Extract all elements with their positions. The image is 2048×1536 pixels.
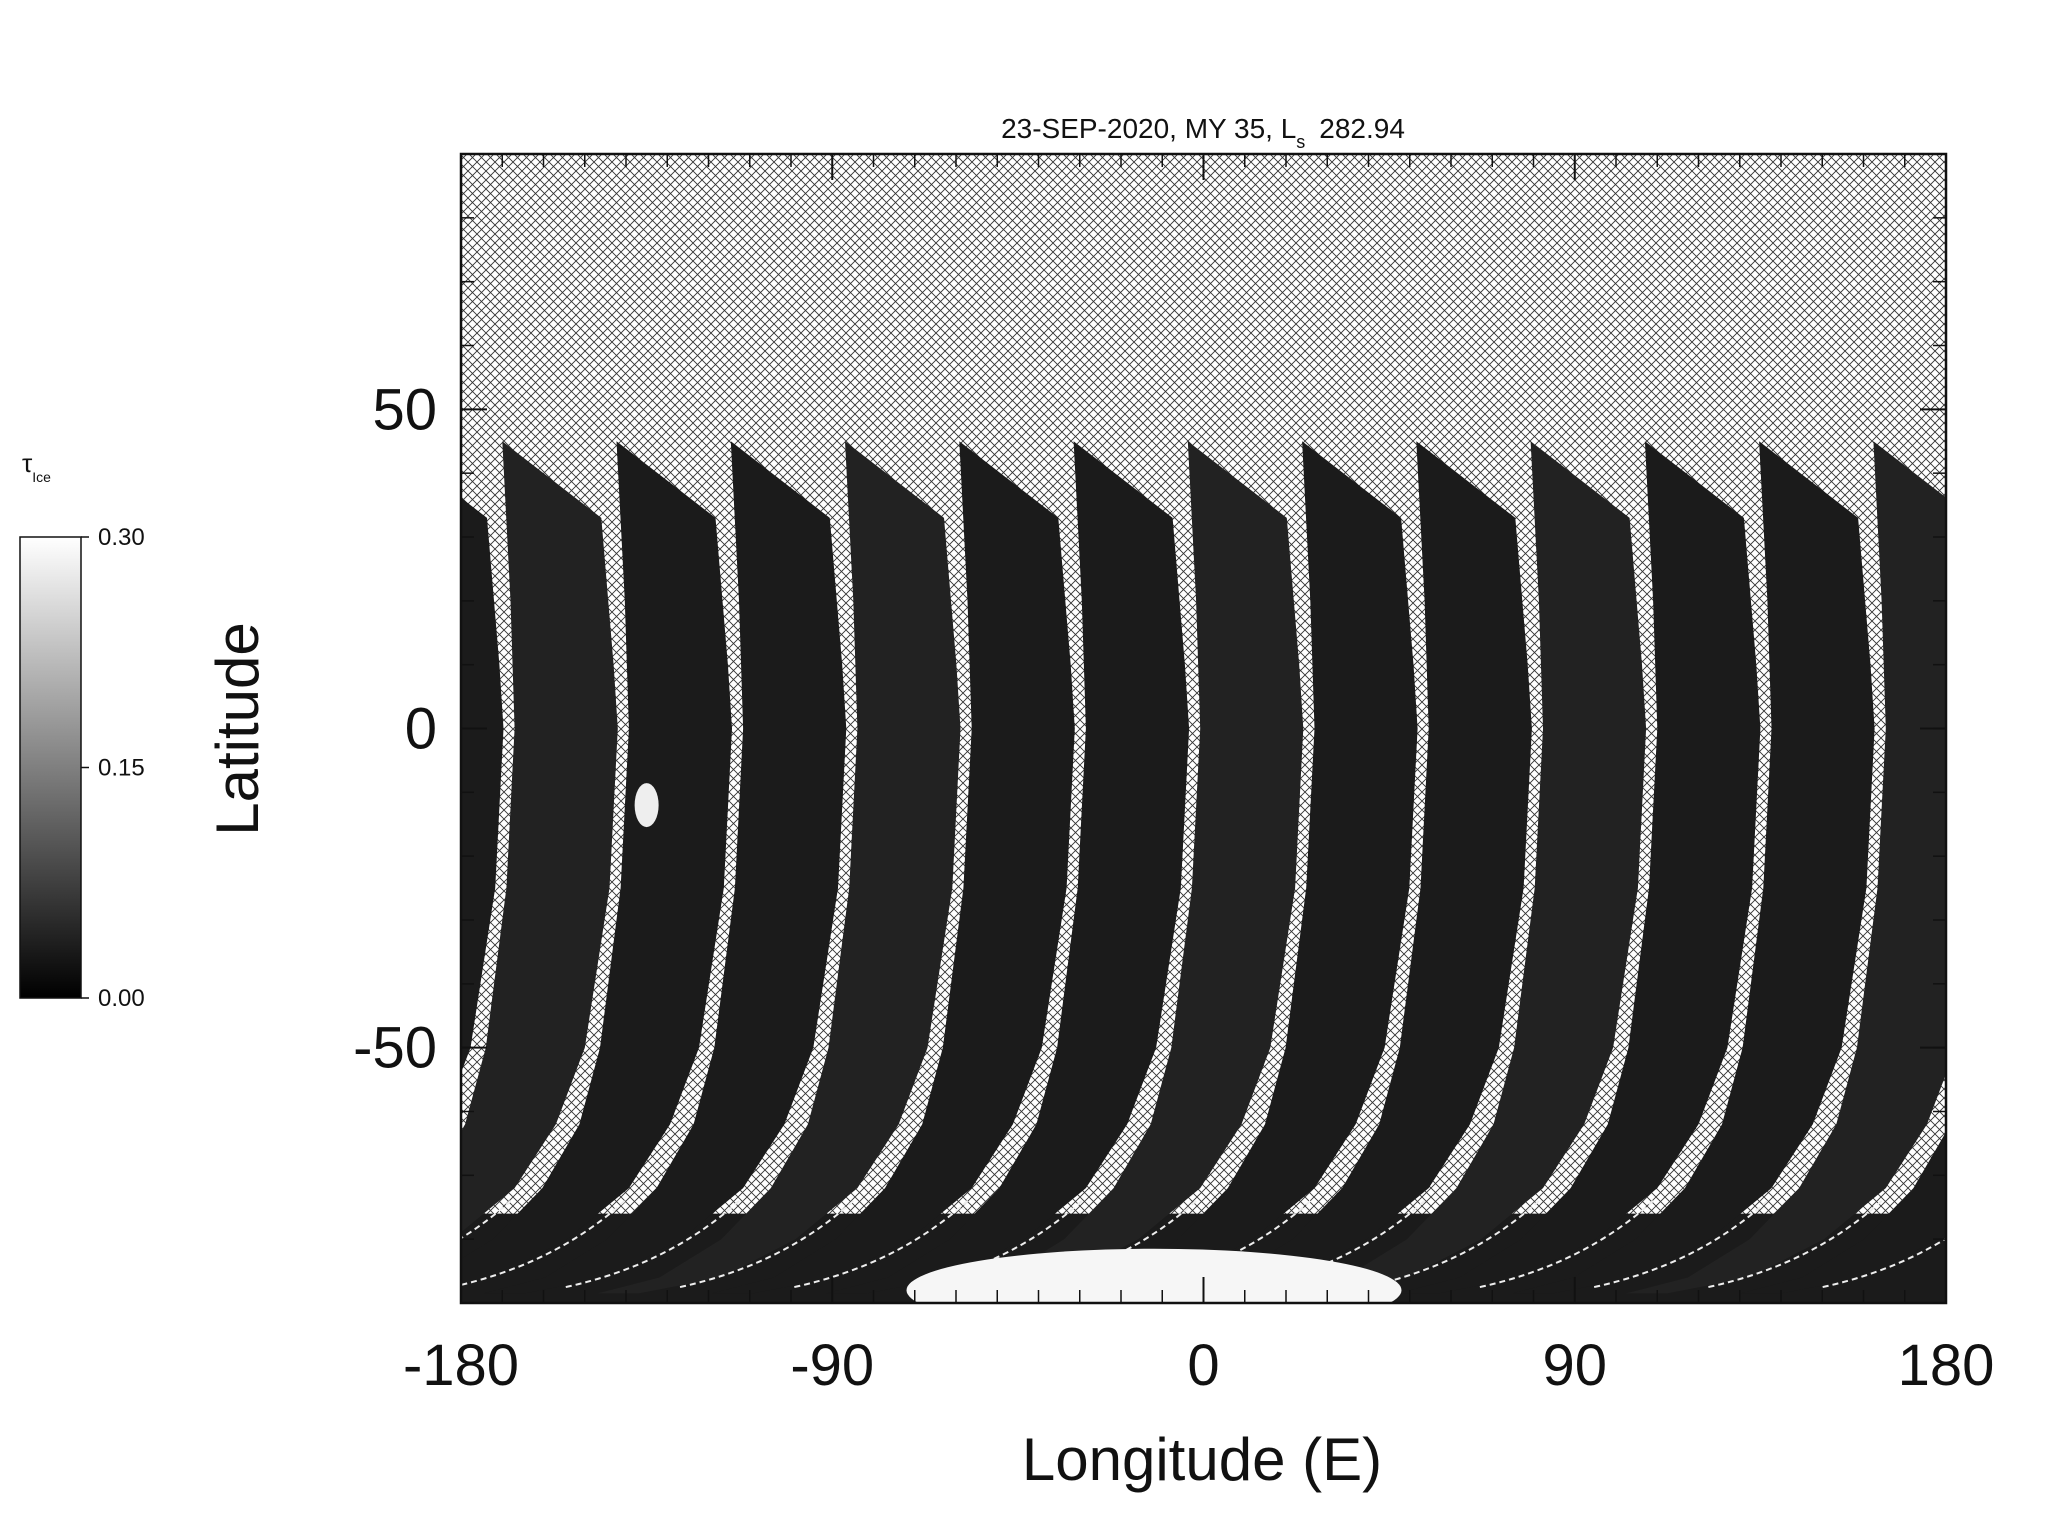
colorbar-tick-label: 0.15 — [98, 755, 145, 782]
y-tick-label: -50 — [353, 1016, 437, 1081]
south-cap — [906, 1248, 1402, 1303]
x-tick-label: -180 — [403, 1333, 519, 1398]
x-axis-label: Longitude (E) — [1022, 1426, 1382, 1493]
swath — [461, 441, 618, 1233]
swath — [1397, 441, 1761, 1294]
swath — [940, 441, 1304, 1294]
swath — [826, 441, 1190, 1294]
swath — [1054, 441, 1418, 1294]
swath — [597, 441, 961, 1294]
y-tick-label: 50 — [372, 377, 437, 442]
colorbar-tick-label: 0.00 — [98, 985, 145, 1012]
y-axis-label: Latitude — [204, 622, 271, 836]
swath — [1283, 441, 1647, 1294]
swath — [461, 497, 504, 1073]
y-tick-label: 0 — [405, 697, 437, 762]
title-text: 23-SEP-2020, MY 35, L — [1001, 113, 1296, 144]
colorbar-tick-label: 0.30 — [98, 524, 145, 551]
bright-cloud — [634, 783, 659, 828]
colorbar-label: τIce — [22, 448, 51, 485]
x-tick-label: 90 — [1542, 1333, 1607, 1398]
swath-gap — [1479, 1200, 1654, 1289]
swath — [1511, 441, 1875, 1294]
swaths — [223, 441, 1946, 1303]
colorbar — [19, 536, 82, 999]
x-tick-label: -90 — [790, 1333, 874, 1398]
swath-gap — [794, 1200, 969, 1289]
swath — [461, 441, 732, 1284]
swath-gap — [565, 1200, 740, 1289]
title-subscript: s — [1296, 132, 1305, 152]
x-tick-label: 0 — [1187, 1333, 1219, 1398]
colorbar-subscript: Ice — [32, 469, 51, 485]
swath-gap — [461, 1200, 626, 1286]
swath-gap — [1593, 1200, 1769, 1289]
swath — [1740, 1132, 1946, 1294]
swath-gap — [461, 1200, 512, 1240]
title-value: 282.94 — [1319, 113, 1405, 144]
swath-gap — [223, 1201, 396, 1287]
swath — [1625, 441, 1946, 1294]
colorbar-symbol: τ — [22, 448, 33, 478]
swath-gap — [1822, 1237, 1946, 1289]
swath — [483, 441, 847, 1294]
swath — [711, 441, 1075, 1294]
swath — [1168, 441, 1532, 1294]
x-tick-label: 180 — [1898, 1333, 1995, 1398]
swath-gap — [679, 1200, 854, 1289]
swath-gap — [1708, 1200, 1883, 1289]
chart-title: 23-SEP-2020, MY 35, Ls 282.94 — [1001, 113, 1405, 152]
